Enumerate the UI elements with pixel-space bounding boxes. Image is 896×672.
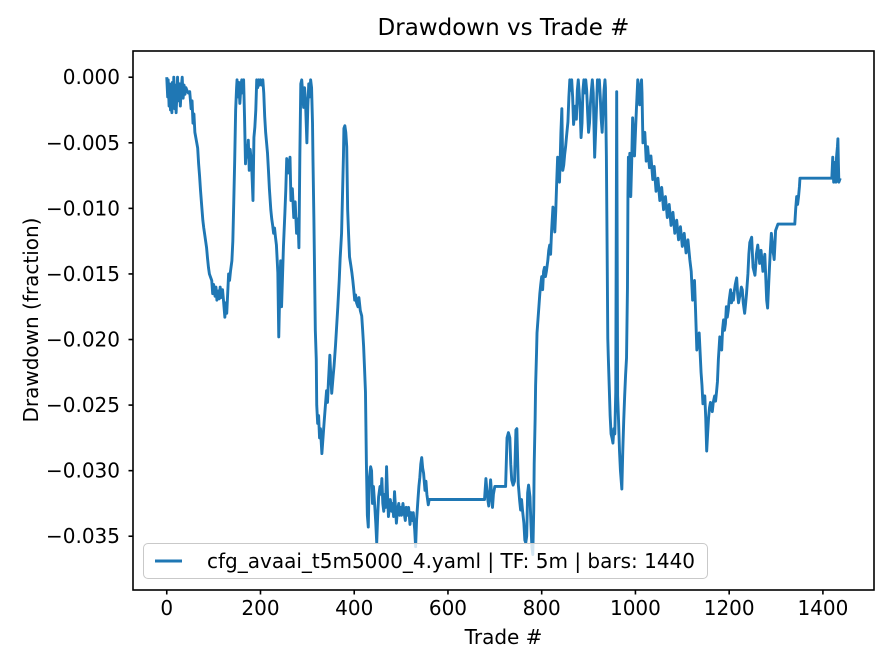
y-tick-label: −0.015 [46, 262, 120, 286]
y-tick-label: −0.025 [46, 393, 120, 417]
x-tick-label: 0 [160, 596, 173, 620]
drawdown-line [165, 75, 842, 557]
y-axis-label: Drawdown (fraction) [19, 217, 43, 423]
y-tick-label: −0.030 [46, 459, 120, 483]
legend: cfg_avaai_t5m5000_4.yaml | TF: 5m | bars… [143, 543, 709, 579]
y-tick-label: −0.005 [46, 131, 120, 155]
chart-title: Drawdown vs Trade # [377, 15, 630, 41]
y-tick-label: −0.035 [46, 524, 120, 548]
x-tick-label: 200 [241, 596, 279, 620]
y-tick-label: −0.020 [46, 328, 120, 352]
x-tick-label: 600 [429, 596, 467, 620]
legend-line-sample [155, 559, 182, 563]
x-tick-label: 1400 [797, 596, 848, 620]
x-tick-label: 1000 [610, 596, 661, 620]
x-tick-label: 1200 [704, 596, 755, 620]
x-axis-label: Trade # [464, 625, 543, 649]
legend-series-label: cfg_avaai_t5m5000_4.yaml | TF: 5m | bars… [207, 549, 696, 573]
y-tick-label: 0.000 [63, 65, 120, 89]
x-tick-label: 800 [523, 596, 561, 620]
axes-spines [132, 50, 875, 591]
x-tick-label: 400 [335, 596, 373, 620]
y-tick-label: −0.010 [46, 196, 120, 220]
